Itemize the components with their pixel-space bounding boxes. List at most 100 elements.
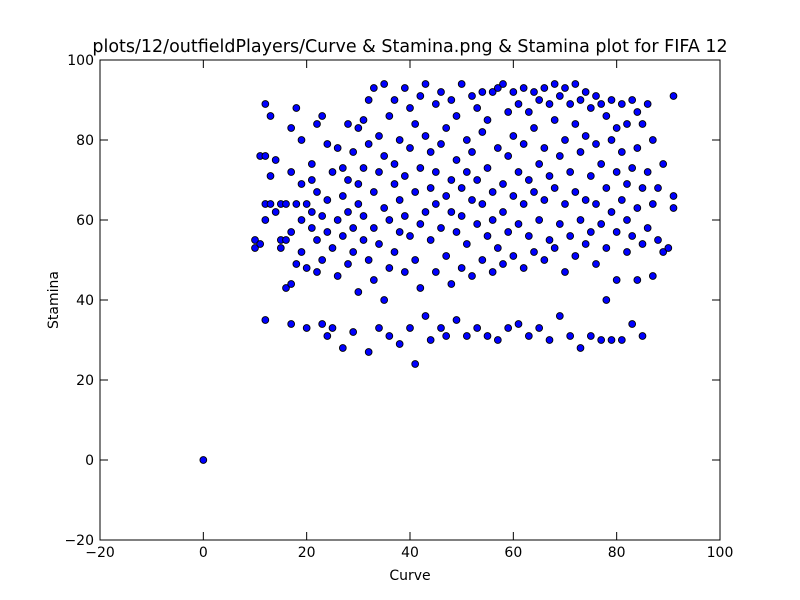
scatter-point (380, 296, 389, 304)
scatter-point (313, 188, 321, 196)
scatter-point (297, 248, 306, 256)
scatter-point (566, 100, 575, 108)
scatter-point (597, 160, 606, 168)
scatter-point (468, 196, 476, 204)
y-tick-label: 80 (76, 133, 94, 149)
scatter-point (478, 256, 487, 264)
scatter-point (617, 148, 626, 156)
scatter-point (462, 136, 471, 144)
scatter-point (318, 212, 327, 220)
scatter-point (297, 216, 306, 224)
scatter-point (344, 120, 352, 128)
x-tick-label: 40 (401, 545, 419, 561)
scatter-point (581, 240, 590, 248)
x-tick-label: 0 (199, 545, 208, 561)
scatter-point (323, 140, 332, 148)
scatter-point (669, 192, 678, 200)
scatter-point (571, 252, 580, 260)
scatter-point (437, 140, 445, 148)
scatter-point (261, 316, 270, 324)
scatter-point (395, 196, 404, 204)
scatter-point (530, 124, 538, 132)
scatter-point (550, 80, 559, 88)
scatter-point (447, 176, 456, 184)
scatter-point (349, 224, 358, 232)
scatter-point (499, 260, 507, 268)
scatter-point (437, 224, 445, 232)
scatter-point (400, 212, 409, 220)
scatter-point (628, 320, 637, 328)
scatter-point (261, 216, 270, 224)
scatter-point (550, 244, 559, 252)
scatter-point (468, 272, 476, 280)
x-axis-label: Curve (389, 568, 430, 584)
scatter-point (256, 240, 265, 248)
scatter-point (509, 88, 518, 96)
scatter-point (199, 456, 208, 464)
scatter-point (597, 336, 606, 344)
scatter-point (354, 124, 363, 132)
scatter-point (282, 200, 290, 208)
scatter-point (592, 140, 600, 148)
scatter-point (493, 84, 502, 92)
scatter-point (457, 212, 466, 220)
scatter-point (648, 136, 657, 144)
scatter-point (442, 192, 451, 200)
scatter-point (421, 312, 430, 320)
scatter-point (354, 288, 363, 296)
scatter-point (437, 324, 445, 332)
x-tick-label: 100 (707, 545, 734, 561)
scatter-point (499, 208, 507, 216)
scatter-point (421, 80, 430, 88)
scatter-point (519, 84, 528, 92)
scatter-point (571, 188, 580, 196)
scatter-point (302, 324, 311, 332)
scatter-point (612, 168, 621, 176)
scatter-point (416, 164, 425, 172)
scatter-point (612, 228, 621, 236)
scatter-point (452, 228, 461, 236)
scatter-point (571, 80, 580, 88)
scatter-point (395, 228, 404, 236)
scatter-point (380, 80, 389, 88)
scatter-point (452, 316, 461, 324)
scatter-point (426, 184, 435, 192)
scatter-point (514, 320, 523, 328)
scatter-point (623, 248, 631, 256)
scatter-point (400, 172, 409, 180)
scatter-point (266, 200, 275, 208)
scatter-point (416, 220, 425, 228)
scatter-point (338, 344, 347, 352)
scatter-point (530, 88, 538, 96)
y-axis-label: Stamina (46, 271, 62, 329)
scatter-point (457, 184, 466, 192)
scatter-point (307, 208, 316, 216)
scatter-point (292, 260, 301, 268)
scatter-point (540, 84, 549, 92)
scatter-point (643, 224, 652, 232)
scatter-point (561, 84, 569, 92)
scatter-point (586, 332, 595, 340)
scatter-point (524, 176, 533, 184)
scatter-point (514, 220, 523, 228)
scatter-point (313, 120, 321, 128)
scatter-point (359, 116, 368, 124)
scatter-point (504, 108, 513, 116)
scatter-point (385, 216, 394, 224)
scatter-point (550, 116, 559, 124)
scatter-point (416, 284, 425, 292)
scatter-point (261, 100, 270, 108)
scatter-point (323, 228, 332, 236)
scatter-point (380, 204, 389, 212)
scatter-point (654, 236, 662, 244)
scatter-point (406, 104, 414, 112)
scatter-point (344, 176, 352, 184)
scatter-point (540, 196, 549, 204)
scatter-point (468, 148, 476, 156)
scatter-point (318, 112, 327, 120)
scatter-point (504, 324, 513, 332)
scatter-point (431, 200, 440, 208)
scatter-point (555, 312, 564, 320)
scatter-point (251, 244, 259, 252)
scatter-point (581, 88, 590, 96)
